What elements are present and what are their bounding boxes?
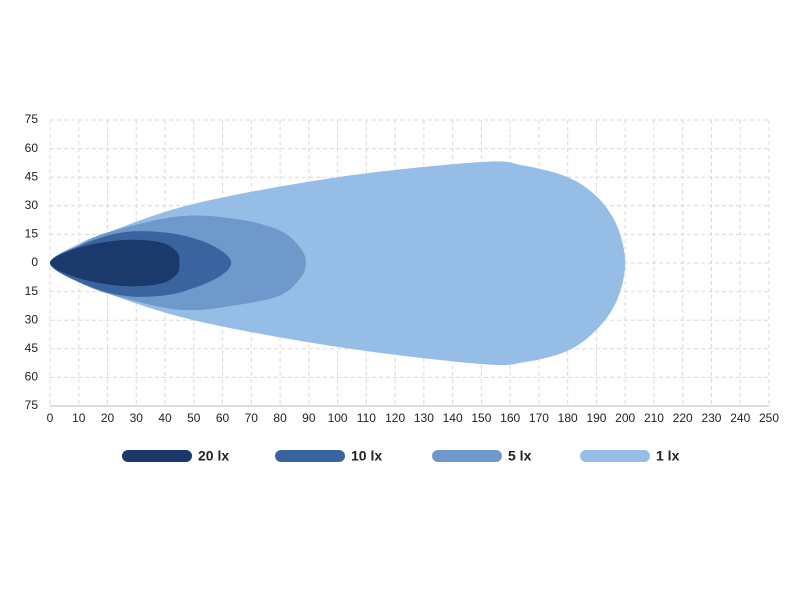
x-tick-label: 70 <box>245 411 259 425</box>
y-tick-label: 75 <box>25 112 39 126</box>
x-tick-label: 200 <box>615 411 635 425</box>
legend-swatch <box>275 450 345 462</box>
y-tick-label: 60 <box>25 141 39 155</box>
x-tick-label: 160 <box>500 411 520 425</box>
x-tick-label: 180 <box>558 411 578 425</box>
x-tick-label: 40 <box>158 411 172 425</box>
y-tick-label: 30 <box>25 198 39 212</box>
legend: 20 lx 10 lx 5 lx 1 lx <box>122 448 680 464</box>
x-tick-label: 110 <box>357 411 376 425</box>
y-tick-label: 30 <box>25 312 39 326</box>
x-tick-label: 90 <box>302 411 316 425</box>
legend-label: 1 lx <box>656 448 680 464</box>
y-tick-label: 45 <box>25 341 39 355</box>
x-tick-label: 20 <box>101 411 115 425</box>
x-tick-label: 10 <box>72 411 86 425</box>
x-tick-label: 220 <box>673 411 693 425</box>
x-tick-label: 170 <box>529 411 549 425</box>
legend-swatch <box>432 450 502 462</box>
y-tick-label: 75 <box>25 398 39 412</box>
isolux-contour <box>50 161 626 366</box>
y-tick-label: 45 <box>25 169 39 183</box>
x-tick-label: 130 <box>414 411 434 425</box>
x-tick-label: 50 <box>187 411 201 425</box>
x-tick-label: 210 <box>644 411 664 425</box>
legend-swatch <box>580 450 650 462</box>
x-tick-label: 0 <box>47 411 54 425</box>
x-tick-label: 190 <box>586 411 606 425</box>
isolux-contour <box>50 239 180 287</box>
x-tick-label: 30 <box>130 411 144 425</box>
x-tick-label: 230 <box>701 411 721 425</box>
x-tick-label: 120 <box>385 411 405 425</box>
legend-label: 5 lx <box>508 448 532 464</box>
x-tick-label: 100 <box>328 411 348 425</box>
x-tick-label: 240 <box>730 411 750 425</box>
y-tick-label: 60 <box>25 370 39 384</box>
y-tick-label: 15 <box>25 227 39 241</box>
legend-label: 20 lx <box>198 448 229 464</box>
y-tick-label: 15 <box>25 284 39 298</box>
x-tick-label: 150 <box>471 411 491 425</box>
x-tick-label: 60 <box>216 411 230 425</box>
plot-area <box>50 161 626 366</box>
x-tick-label: 250 <box>759 411 779 425</box>
y-tick-label: 0 <box>31 255 38 269</box>
legend-swatch <box>122 450 192 462</box>
x-tick-label: 80 <box>273 411 287 425</box>
legend-label: 10 lx <box>351 448 382 464</box>
x-tick-label: 140 <box>443 411 463 425</box>
